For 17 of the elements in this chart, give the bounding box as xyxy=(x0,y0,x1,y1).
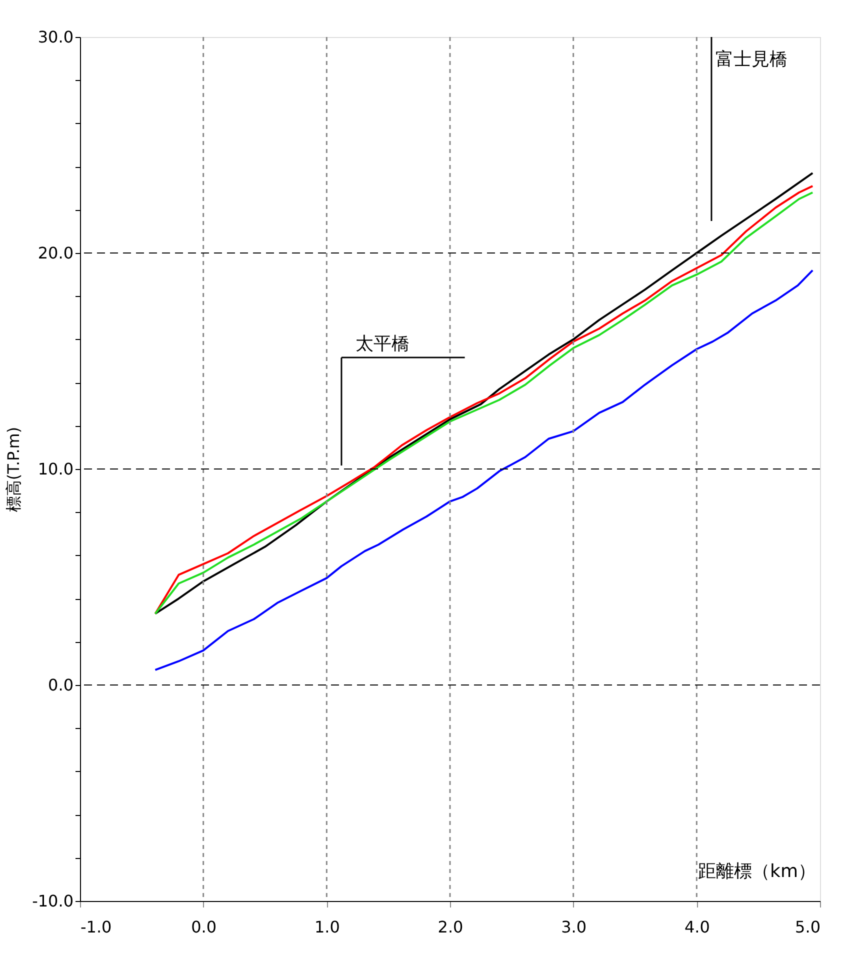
y-tick-label: 30.0 xyxy=(38,28,74,46)
x-tick-label: 3.0 xyxy=(561,918,587,936)
x-tick-label: 5.0 xyxy=(795,918,820,936)
y-tick-label: 10.0 xyxy=(38,460,74,478)
y-axis-title: 標高(T.P.m) xyxy=(4,426,24,512)
line-series xyxy=(154,269,814,671)
x-tick-label: 1.0 xyxy=(314,918,340,936)
x-tick-label: 0.0 xyxy=(191,918,217,936)
y-tick-label: -10.0 xyxy=(32,892,74,910)
y-tick-label: 0.0 xyxy=(48,676,74,694)
ref-line-label: 太平橋 xyxy=(355,334,410,355)
x-tick-label: 2.0 xyxy=(438,918,464,936)
x-axis-title: 距離標（km） xyxy=(698,861,816,882)
x-tick-label: 4.0 xyxy=(684,918,710,936)
y-tick-label: 20.0 xyxy=(38,244,74,262)
x-tick-label: -1.0 xyxy=(80,918,112,936)
ref-line-label: 富士見橋 xyxy=(715,49,788,70)
